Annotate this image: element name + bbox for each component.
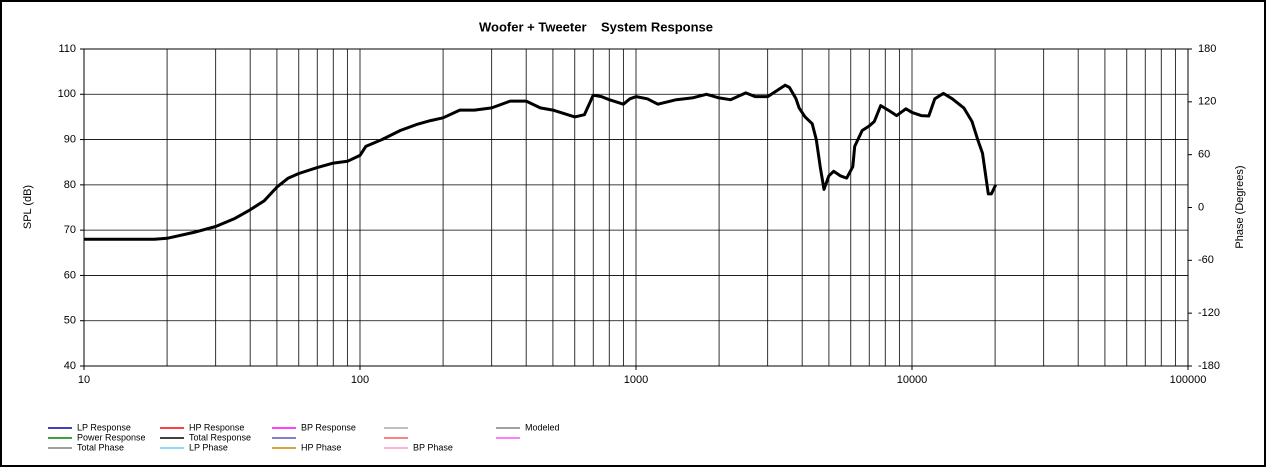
legend-label: HP Phase	[301, 442, 341, 452]
y2-tick-label: 120	[1198, 96, 1216, 108]
y-tick-label: 100	[58, 88, 76, 100]
legend-label: Total Response	[189, 432, 251, 442]
legend-label: LP Phase	[189, 442, 228, 452]
legend-label: BP Response	[301, 422, 356, 432]
series-line	[84, 83, 998, 241]
y2-tick-label: -120	[1198, 307, 1220, 319]
legend-label: Modeled	[525, 422, 560, 432]
legend-label: HP Response	[189, 422, 244, 432]
y-axis-label: SPL (dB)	[22, 185, 34, 229]
plot-area	[83, 48, 1189, 367]
y-tick-label: 80	[64, 179, 76, 191]
legend-extra	[272, 427, 520, 439]
y-tick-label: 70	[64, 224, 76, 236]
y2-tick-label: 60	[1198, 149, 1210, 161]
legend-label: Total Phase	[77, 442, 124, 452]
y-tick-label: 60	[64, 269, 76, 281]
y-tick-label: 50	[64, 315, 76, 327]
y2-tick-label: -60	[1198, 254, 1214, 266]
x-tick-label: 10	[78, 374, 90, 386]
y-tick-label: 40	[64, 360, 76, 372]
y2-tick-label: 0	[1198, 201, 1204, 213]
x-tick-label: 100	[351, 374, 369, 386]
legend-label: Power Response	[77, 432, 146, 442]
y2-axis-label: Phase (Degrees)	[1234, 165, 1246, 248]
x-tick-label: 10000	[897, 374, 928, 386]
y-tick-label: 110	[58, 43, 76, 55]
y-tick-label: 90	[64, 133, 76, 145]
legend-label: LP Response	[77, 422, 131, 432]
y2-tick-label: 180	[1198, 43, 1216, 55]
legend-label: BP Phase	[413, 442, 453, 452]
chart-title: Woofer + Tweeter System Response	[479, 19, 713, 34]
x-tick-label: 1000	[624, 374, 648, 386]
y2-tick-label: -180	[1198, 360, 1220, 372]
x-tick-label: 100000	[1170, 374, 1207, 386]
